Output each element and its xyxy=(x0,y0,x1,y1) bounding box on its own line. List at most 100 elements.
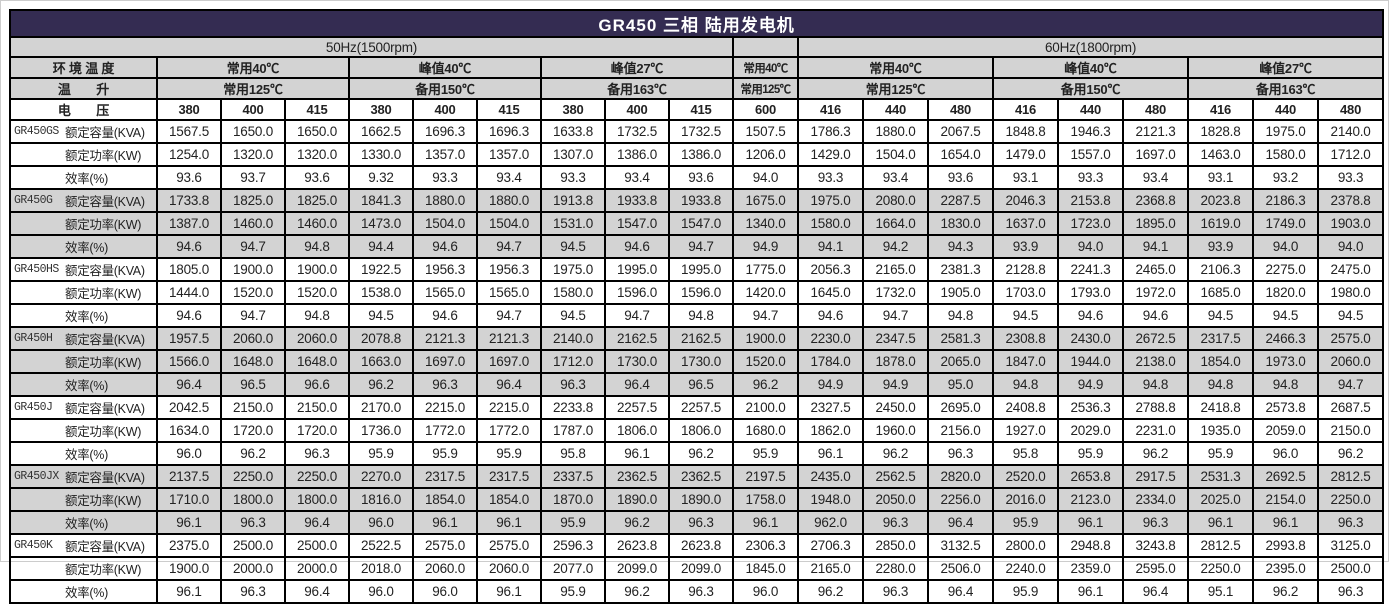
value-cell: 2347.5 xyxy=(862,326,929,351)
value-cell: 1880.0 xyxy=(862,119,929,144)
value-cell: 94.6 xyxy=(412,303,478,328)
value-cell: 2435.0 xyxy=(797,464,864,489)
value-cell: 2581.3 xyxy=(927,326,994,351)
value-cell: 1922.5 xyxy=(348,257,414,282)
value-cell: 94.6 xyxy=(1122,303,1189,328)
value-cell: 1648.0 xyxy=(220,349,286,374)
temp-rise-50hz-group-header: 常用125℃ xyxy=(156,77,350,100)
value-cell: 1854.0 xyxy=(1187,349,1254,374)
value-cell: 93.4 xyxy=(862,165,929,190)
voltage-header: 415 xyxy=(284,98,350,121)
value-cell: 96.3 xyxy=(862,510,929,535)
value-cell: 2078.8 xyxy=(348,326,414,351)
value-cell: 2250.0 xyxy=(1187,556,1254,581)
value-cell: 1944.0 xyxy=(1057,349,1124,374)
value-cell: 94.6 xyxy=(1057,303,1124,328)
table-row: 效率(%) 96.0 96.2 96.3 95.9 95.9 95.9 95.8 96.1 96.… xyxy=(9,441,1385,466)
table-row: 额定功率(KW) 1387.0 1460.0 1460.0 1473.0 1504.0 15… xyxy=(9,211,1385,236)
param-label: 额定功率(KW) xyxy=(65,494,142,508)
value-cell: 1841.3 xyxy=(348,188,414,213)
value-cell: 94.1 xyxy=(1122,234,1189,259)
value-cell: 2250.0 xyxy=(284,464,350,489)
value-cell: 2917.5 xyxy=(1122,464,1189,489)
value-cell: 1507.5 xyxy=(732,119,799,144)
value-cell: 2067.5 xyxy=(927,119,994,144)
param-label: 额定容量(KVA) xyxy=(65,471,145,485)
value-cell: 2317.5 xyxy=(1187,326,1254,351)
value-cell: 96.2 xyxy=(732,372,799,397)
value-cell: 96.2 xyxy=(862,441,929,466)
param-label: 额定容量(KVA) xyxy=(65,402,145,416)
frequency-row: 50Hz(1500rpm) 60Hz(1800rpm) xyxy=(9,36,1385,58)
value-cell: 94.8 xyxy=(1252,372,1319,397)
row-label-cell: GR450HS 额定容量(KVA) xyxy=(9,257,158,282)
table-row: 效率(%) 94.6 94.7 94.8 94.4 94.6 94.7 94.5 94.6 94.… xyxy=(9,234,1385,259)
value-cell: 2046.3 xyxy=(992,188,1059,213)
value-cell: 2140.0 xyxy=(540,326,606,351)
value-cell: 94.6 xyxy=(797,303,864,328)
value-cell: 1720.0 xyxy=(284,418,350,443)
value-cell: 1732.5 xyxy=(604,119,670,144)
value-cell: 1730.0 xyxy=(668,349,734,374)
row-label-cell: GR450GS 额定容量(KVA) xyxy=(9,119,158,144)
value-cell: 1973.0 xyxy=(1252,349,1319,374)
value-cell: 94.8 xyxy=(992,372,1059,397)
value-cell: 1956.3 xyxy=(412,257,478,282)
value-cell: 1662.5 xyxy=(348,119,414,144)
value-cell: 95.8 xyxy=(540,441,606,466)
model-name: GR450J xyxy=(14,401,53,414)
value-cell: 1900.0 xyxy=(156,556,222,581)
value-cell: 2948.8 xyxy=(1057,533,1124,558)
table-row: 额定功率(KW) 1254.0 1320.0 1320.0 1330.0 1357.0 13… xyxy=(9,142,1385,167)
value-cell: 1800.0 xyxy=(284,487,350,512)
value-cell: 2060.0 xyxy=(1316,349,1385,374)
table-row: GR450K 额定容量(KVA) 2375.0 2500.0 2500.0 2522.5 2… xyxy=(9,533,1385,558)
value-cell: 1730.0 xyxy=(604,349,670,374)
param-label: 效率(%) xyxy=(65,241,108,255)
value-cell: 96.1 xyxy=(1252,510,1319,535)
row-label-cell: 效率(%) xyxy=(9,303,158,328)
row-label-cell: 额定功率(KW) xyxy=(9,211,158,236)
value-cell: 1870.0 xyxy=(540,487,606,512)
value-cell: 2506.0 xyxy=(927,556,994,581)
value-cell: 2065.0 xyxy=(927,349,994,374)
value-cell: 1547.0 xyxy=(668,211,734,236)
param-label: 效率(%) xyxy=(65,586,108,600)
value-cell: 95.9 xyxy=(540,510,606,535)
value-cell: 1890.0 xyxy=(668,487,734,512)
value-cell: 1357.0 xyxy=(412,142,478,167)
value-cell: 1948.0 xyxy=(797,487,864,512)
voltage-header: 415 xyxy=(476,98,542,121)
value-cell: 96.3 xyxy=(220,579,286,604)
table-row: GR450G 额定容量(KVA) 1733.8 1825.0 1825.0 1841.3 1… xyxy=(9,188,1385,213)
value-cell: 93.3 xyxy=(412,165,478,190)
ambient-temp-row: 环 境 温 度常用40℃ 峰值40℃ 峰值27℃ 常用40℃ 常用40℃ 峰值40℃ 峰值2… xyxy=(9,56,1385,79)
value-cell: 1648.0 xyxy=(284,349,350,374)
value-cell: 1596.0 xyxy=(668,280,734,305)
value-cell: 1975.0 xyxy=(1252,119,1319,144)
value-cell: 96.4 xyxy=(927,510,994,535)
param-label: 效率(%) xyxy=(65,517,108,531)
value-cell: 2257.5 xyxy=(668,395,734,420)
row-label-cell: 效率(%) xyxy=(9,510,158,535)
value-cell: 1619.0 xyxy=(1187,211,1254,236)
value-cell: 2706.3 xyxy=(797,533,864,558)
value-cell: 94.7 xyxy=(220,303,286,328)
value-cell: 96.6 xyxy=(284,372,350,397)
value-cell: 96.5 xyxy=(220,372,286,397)
value-cell: 94.7 xyxy=(220,234,286,259)
value-cell: 93.9 xyxy=(992,234,1059,259)
value-cell: 1775.0 xyxy=(732,257,799,282)
value-cell: 2327.5 xyxy=(797,395,864,420)
value-cell: 94.0 xyxy=(1316,234,1385,259)
value-cell: 2596.3 xyxy=(540,533,606,558)
voltage-header: 480 xyxy=(1316,98,1385,121)
row-label-cell: 额定功率(KW) xyxy=(9,487,158,512)
value-cell: 96.0 xyxy=(156,441,222,466)
value-cell: 2475.0 xyxy=(1316,257,1385,282)
value-cell: 2025.0 xyxy=(1187,487,1254,512)
value-cell: 94.6 xyxy=(156,303,222,328)
value-cell: 1547.0 xyxy=(604,211,670,236)
value-cell: 1957.5 xyxy=(156,326,222,351)
value-cell: 2240.0 xyxy=(992,556,1059,581)
